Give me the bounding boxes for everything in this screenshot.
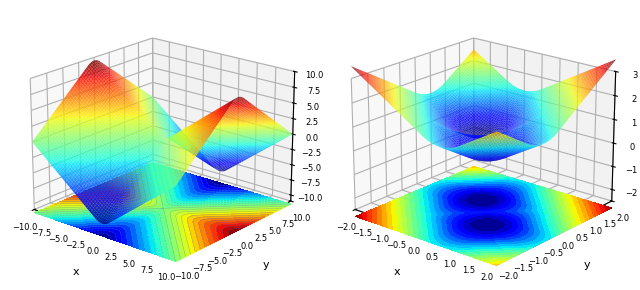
X-axis label: x: x: [394, 267, 401, 277]
Y-axis label: y: y: [584, 260, 591, 270]
Y-axis label: y: y: [263, 260, 269, 270]
X-axis label: x: x: [73, 267, 79, 277]
